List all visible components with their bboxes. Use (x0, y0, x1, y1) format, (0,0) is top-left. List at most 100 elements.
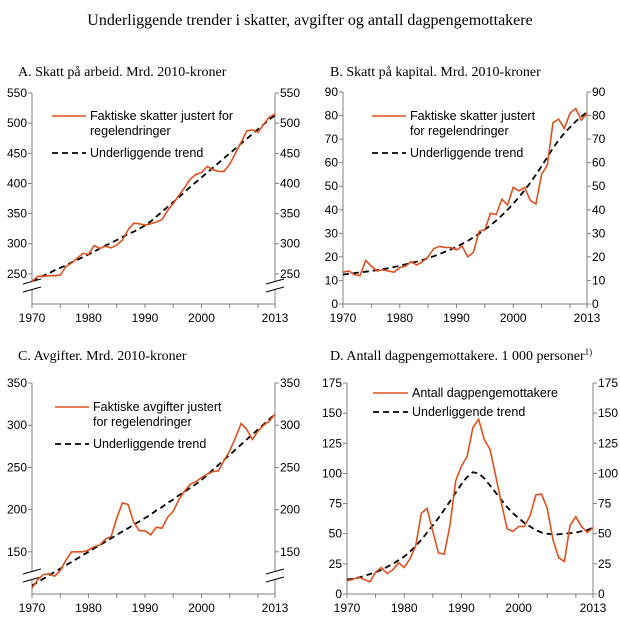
legend-label: Faktiske avgifter justert (93, 400, 222, 414)
panel-c: C. Avgifter. Mrd. 2010-kroner 150 150 200 20… (7, 349, 300, 615)
y-tick-label-left: 80 (325, 109, 339, 123)
panel-title: B. Skatt på kapital. Mrd. 2010-kroner (330, 65, 541, 80)
legend-label: Underliggende trend (412, 405, 525, 419)
y-tick-label-right: 0 (592, 297, 599, 311)
legend-label: regelendringer (90, 124, 171, 138)
y-tick-label-left: 500 (7, 116, 27, 130)
axis-break-mark (265, 278, 285, 285)
y-tick-label-right: 0 (598, 587, 605, 601)
y-tick-label-left: 150 (7, 545, 27, 559)
panel-d: D. Antall dagpengemottakere. 1 000 perso… (322, 347, 618, 615)
x-tick-label: 2013 (574, 311, 601, 325)
panel-title: C. Avgifter. Mrd. 2010-kroner (18, 349, 187, 364)
y-tick-label-left: 450 (7, 146, 27, 160)
actual-line (346, 417, 594, 583)
y-tick-label-right: 300 (280, 237, 300, 251)
y-tick-label-right: 350 (280, 376, 300, 390)
y-tick-label-left: 75 (329, 497, 343, 511)
y-tick-label-left: 400 (7, 176, 27, 190)
y-tick-label-left: 350 (7, 207, 27, 221)
x-tick-label: 1980 (391, 601, 418, 615)
y-tick-label-right: 150 (598, 406, 618, 420)
trend-line (346, 471, 594, 581)
y-tick-label-right: 100 (598, 466, 618, 480)
axis-break-gap (266, 571, 284, 579)
y-tick-label-left: 60 (325, 156, 339, 170)
y-tick-label-left: 50 (329, 527, 343, 541)
panel-title: A. Skatt på arbeid. Mrd. 2010-kroner (18, 65, 227, 80)
x-tick-label: 2000 (505, 601, 532, 615)
x-tick-label: 1990 (132, 311, 159, 325)
y-tick-label-left: 0 (331, 297, 338, 311)
y-tick-label-right: 500 (280, 116, 300, 130)
y-tick-label-left: 175 (322, 376, 342, 390)
axis-break-mark (265, 576, 285, 583)
y-tick-label-right: 175 (598, 376, 618, 390)
y-tick-label-right: 150 (280, 545, 300, 559)
y-tick-label-right: 250 (280, 460, 300, 474)
panel-title: D. Antall dagpengemottakere. 1 000 perso… (330, 347, 592, 364)
footnote-marker: 1) (585, 347, 593, 357)
y-tick-label-right: 75 (598, 497, 612, 511)
legend-label: Faktiske skatter justert (410, 109, 536, 123)
y-tick-label-right: 350 (280, 207, 300, 221)
x-tick-label: 1980 (75, 311, 102, 325)
x-tick-label: 2000 (188, 311, 215, 325)
x-tick-label: 1970 (330, 311, 357, 325)
y-tick-label-right: 300 (280, 418, 300, 432)
y-tick-label-left: 10 (325, 273, 339, 287)
y-tick-label-right: 20 (592, 250, 606, 264)
x-tick-label: 1980 (75, 601, 102, 615)
actual-line (342, 107, 588, 277)
axis-break-mark (22, 286, 42, 293)
axis-break-mark (265, 286, 285, 293)
axis-break-mark (265, 568, 285, 575)
trend-line (31, 114, 276, 282)
legend-label: Faktiske skatter justert for (90, 109, 233, 123)
x-tick-label: 1970 (334, 601, 361, 615)
y-tick-label-left: 125 (322, 436, 342, 450)
y-tick-label-right: 450 (280, 146, 300, 160)
legend-label: Underliggende trend (90, 146, 203, 160)
y-tick-label-left: 100 (322, 466, 342, 480)
x-tick-label: 2013 (262, 601, 289, 615)
x-tick-label: 2013 (580, 601, 607, 615)
x-tick-label: 1980 (386, 311, 413, 325)
y-tick-label-left: 300 (7, 237, 27, 251)
panel-a: A. Skatt på arbeid. Mrd. 2010-kroner 250 2… (7, 65, 300, 325)
axis-break-gap (266, 281, 284, 289)
y-tick-label-left: 250 (7, 267, 27, 281)
y-tick-label-left: 0 (335, 587, 342, 601)
y-tick-label-left: 350 (7, 376, 27, 390)
y-tick-label-right: 25 (598, 557, 612, 571)
x-tick-label: 1970 (19, 601, 46, 615)
y-tick-label-left: 20 (325, 250, 339, 264)
x-tick-label: 1990 (448, 601, 475, 615)
y-tick-label-left: 550 (7, 86, 27, 100)
y-tick-label-left: 90 (325, 85, 339, 99)
x-tick-label: 2000 (500, 311, 527, 325)
x-tick-label: 2013 (262, 311, 289, 325)
legend-label: for regelendringer (410, 124, 509, 138)
legend-label: Underliggende trend (410, 146, 523, 160)
y-tick-label-right: 125 (598, 436, 618, 450)
y-tick-label-right: 400 (280, 176, 300, 190)
y-tick-label-right: 50 (592, 179, 606, 193)
x-tick-label: 1990 (132, 601, 159, 615)
y-tick-label-right: 90 (592, 85, 606, 99)
actual-line (31, 113, 276, 283)
axis-break-mark (22, 568, 42, 575)
y-tick-label-right: 70 (592, 132, 606, 146)
trend-line (342, 111, 588, 276)
y-tick-label-right: 200 (280, 503, 300, 517)
axis-break-gap (23, 571, 41, 579)
y-tick-label-left: 40 (325, 203, 339, 217)
figure-title: Underliggende trender i skatter, avgifte… (87, 12, 532, 29)
y-tick-label-left: 30 (325, 226, 339, 240)
y-tick-label-right: 30 (592, 226, 606, 240)
y-tick-label-left: 150 (322, 406, 342, 420)
legend-label: for regelendringer (93, 415, 192, 429)
y-tick-label-left: 25 (329, 557, 343, 571)
y-tick-label-right: 550 (280, 86, 300, 100)
y-tick-label-right: 250 (280, 267, 300, 281)
